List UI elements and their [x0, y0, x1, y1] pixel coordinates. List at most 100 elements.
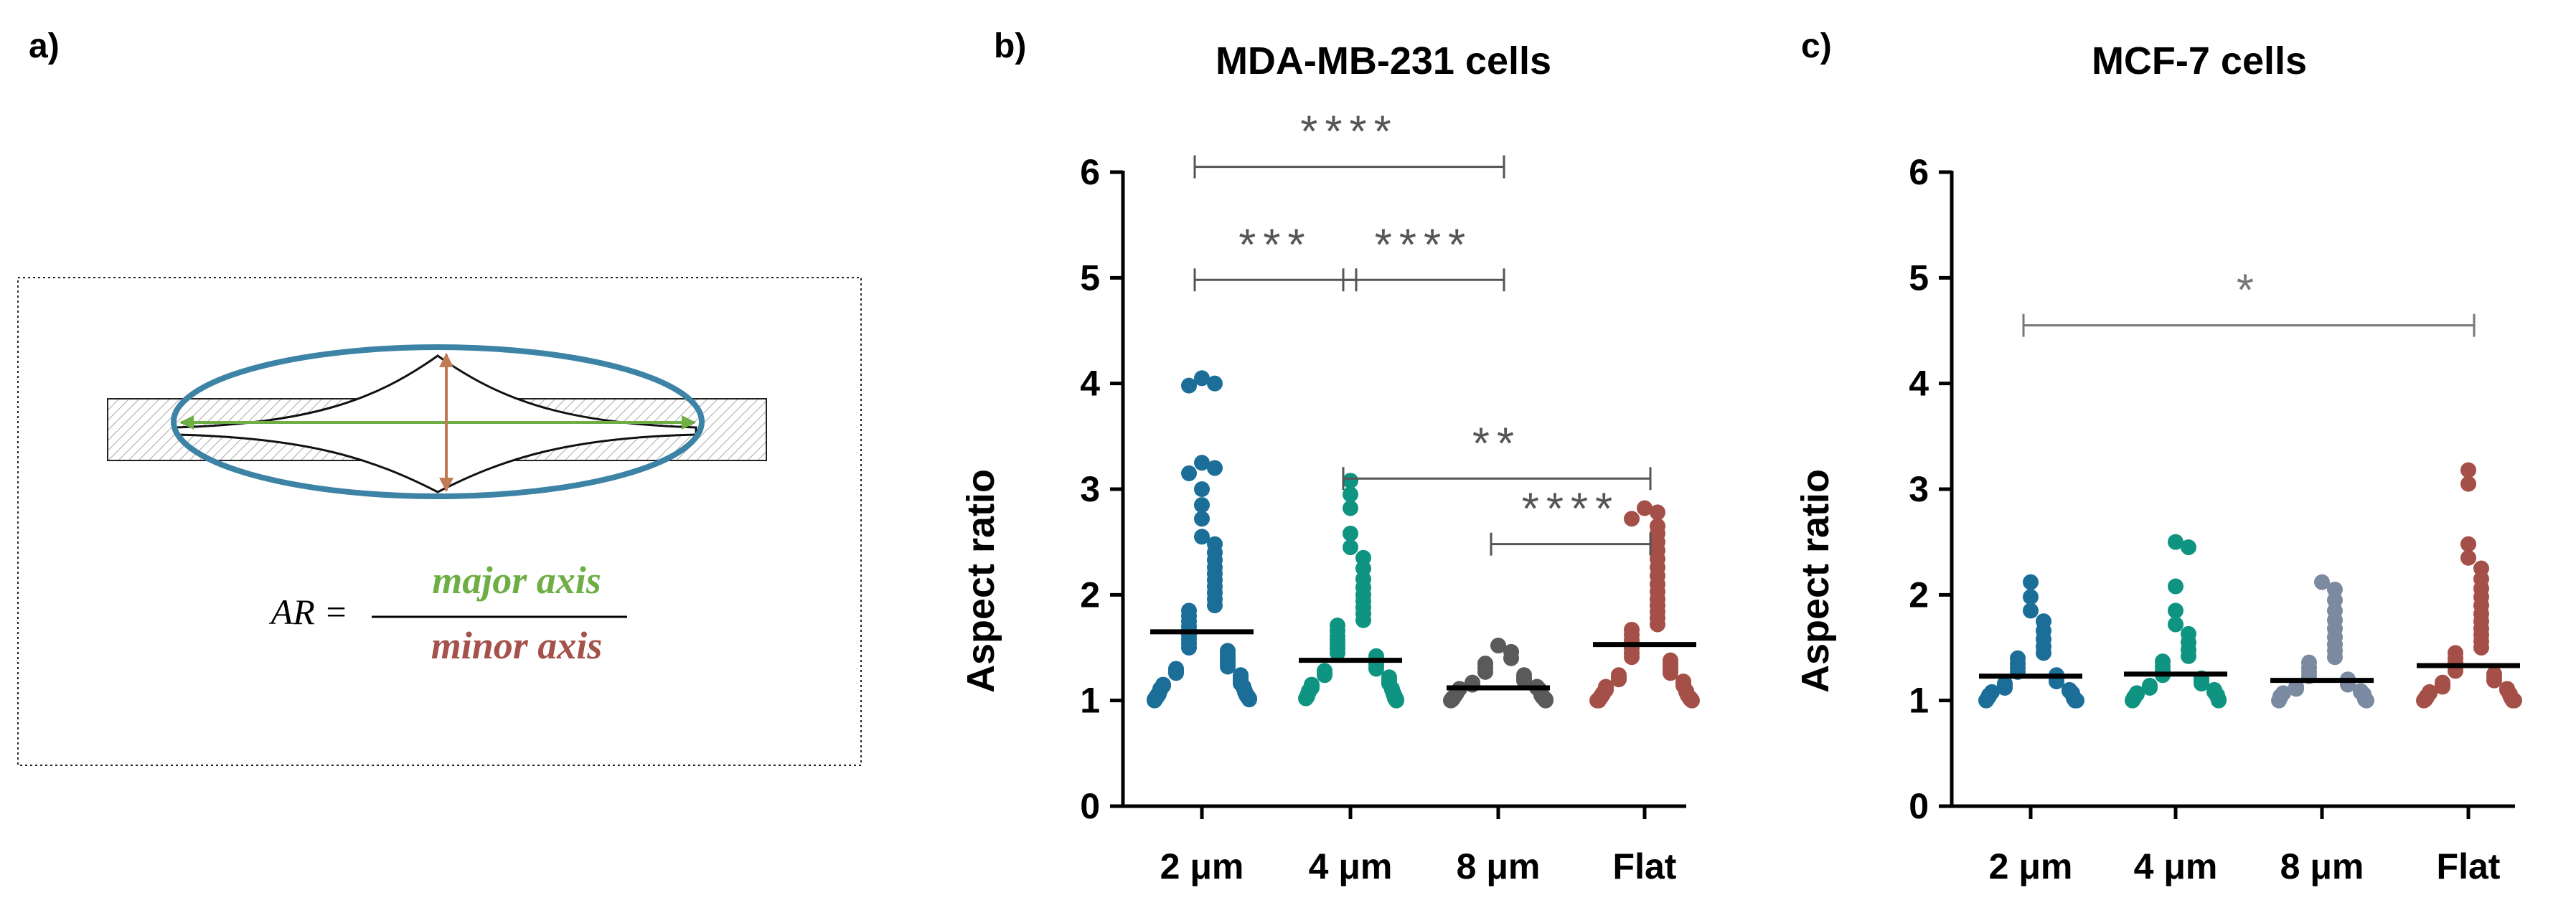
- data-point: [2327, 649, 2343, 666]
- y-tick-label: 4: [1080, 364, 1100, 404]
- data-point: [1443, 692, 1459, 709]
- data-point: [2168, 578, 2184, 595]
- data-point: [1194, 481, 1210, 497]
- panel-b-label: b): [994, 27, 1026, 65]
- x-tick-label: Flat: [2437, 846, 2501, 887]
- data-point: [1181, 465, 1197, 481]
- data-point: [2486, 672, 2502, 689]
- formula-lhs: AR =: [269, 592, 348, 632]
- data-point: [1343, 500, 1358, 516]
- y-tick-label: 4: [1909, 364, 1929, 404]
- x-tick-label: 4 μm: [2134, 846, 2218, 887]
- y-tick-label: 6: [1080, 152, 1100, 192]
- significance-label: *: [2237, 266, 2261, 316]
- significance-bracket: [1342, 467, 1652, 491]
- data-point: [1181, 640, 1197, 656]
- data-point: [2314, 574, 2330, 590]
- chart-mcf-7: c) MCF-7 cells Aspect ratio 0 1 2 3 4 5 6 2 μm 4…: [1794, 27, 2522, 887]
- chart-b-ylabel: Aspect ratio: [959, 469, 1002, 693]
- data-point: [2036, 645, 2051, 661]
- data-point: [2023, 589, 2039, 605]
- data-point: [1589, 692, 1605, 709]
- significance-label: **: [1472, 419, 1521, 468]
- y-tick-label: 3: [1080, 469, 1100, 509]
- data-point: [1516, 672, 1532, 689]
- data-point: [1997, 679, 2013, 696]
- y-tick-label: 1: [1080, 681, 1100, 721]
- data-point: [2168, 602, 2184, 619]
- y-tick-label: 1: [1909, 681, 1929, 721]
- data-point: [1477, 663, 1493, 680]
- data-point: [2460, 462, 2476, 478]
- data-point: [1343, 486, 1358, 503]
- formula-denominator: minor axis: [431, 624, 603, 667]
- significance-bracket: [1193, 268, 1358, 292]
- data-point: [2359, 692, 2374, 709]
- panel-a: a) AR = major axis minor axis: [17, 27, 862, 766]
- chart-c-ylabel: Aspect ratio: [1794, 469, 1837, 693]
- data-point: [2211, 692, 2227, 709]
- data-point: [1147, 692, 1162, 709]
- x-tick-label: 8 μm: [1457, 846, 1541, 887]
- chart-c-title: MCF-7 cells: [2092, 39, 2307, 82]
- panel-a-frame: [17, 277, 862, 766]
- significance-label: ***: [1238, 220, 1312, 270]
- formula-numerator: major axis: [432, 559, 601, 602]
- data-point: [2125, 692, 2140, 709]
- chart-b-title: MDA-MB-231 cells: [1216, 39, 1551, 82]
- significance-bracket: [1342, 268, 1505, 292]
- chart-mda-mb-231: b) MDA-MB-231 cells Aspect ratio 0 1 2 3 4 5 6…: [959, 27, 1700, 887]
- data-point: [2181, 539, 2196, 556]
- data-point: [1490, 638, 1506, 654]
- data-point: [1684, 692, 1700, 709]
- data-point: [1343, 539, 1358, 556]
- data-point: [2023, 574, 2039, 590]
- data-point: [1317, 667, 1332, 684]
- data-point: [1241, 691, 1257, 708]
- fitted-ellipse: [171, 344, 705, 499]
- y-tick-label: 3: [1909, 469, 1929, 509]
- panel-a-label: a): [29, 27, 60, 65]
- y-tick-label: 2: [1909, 575, 1929, 615]
- x-tick-label: Flat: [1613, 846, 1677, 887]
- data-point: [1650, 504, 1665, 521]
- data-point: [1343, 525, 1358, 542]
- y-tick-label: 5: [1080, 257, 1100, 298]
- data-point: [1343, 473, 1358, 489]
- data-point: [2416, 692, 2432, 709]
- data-point: [1194, 497, 1210, 514]
- significance-bracket: [1193, 155, 1505, 179]
- y-tick-label: 0: [1909, 786, 1929, 826]
- data-point: [2194, 676, 2209, 692]
- significance-label: ****: [1522, 485, 1620, 534]
- y-tick-label: 0: [1080, 786, 1100, 826]
- data-point: [1538, 692, 1553, 709]
- data-point: [1330, 645, 1345, 661]
- data-point: [2506, 692, 2522, 709]
- data-point: [1624, 649, 1640, 666]
- data-point: [2473, 640, 2489, 656]
- significance-label: ****: [1375, 220, 1473, 270]
- data-point: [1503, 650, 1519, 666]
- data-point: [1194, 511, 1210, 527]
- data-point: [1220, 658, 1236, 675]
- data-point: [1181, 377, 1197, 394]
- data-point: [2460, 549, 2476, 566]
- data-point: [1298, 690, 1314, 706]
- data-point: [1207, 375, 1223, 392]
- significance-bracket: [2022, 313, 2476, 337]
- data-point: [1650, 616, 1665, 633]
- data-point: [1368, 661, 1384, 677]
- data-point: [1978, 692, 1994, 709]
- data-point: [1355, 612, 1371, 628]
- data-point: [2168, 534, 2184, 550]
- x-tick-label: 4 μm: [1309, 846, 1393, 887]
- significance-bracket: [1490, 532, 1652, 556]
- data-point: [1168, 665, 1184, 681]
- data-point: [1207, 460, 1223, 476]
- y-tick-label: 6: [1909, 152, 1929, 192]
- panel-c-label: c): [1801, 27, 1832, 65]
- x-tick-label: 2 μm: [1160, 846, 1244, 887]
